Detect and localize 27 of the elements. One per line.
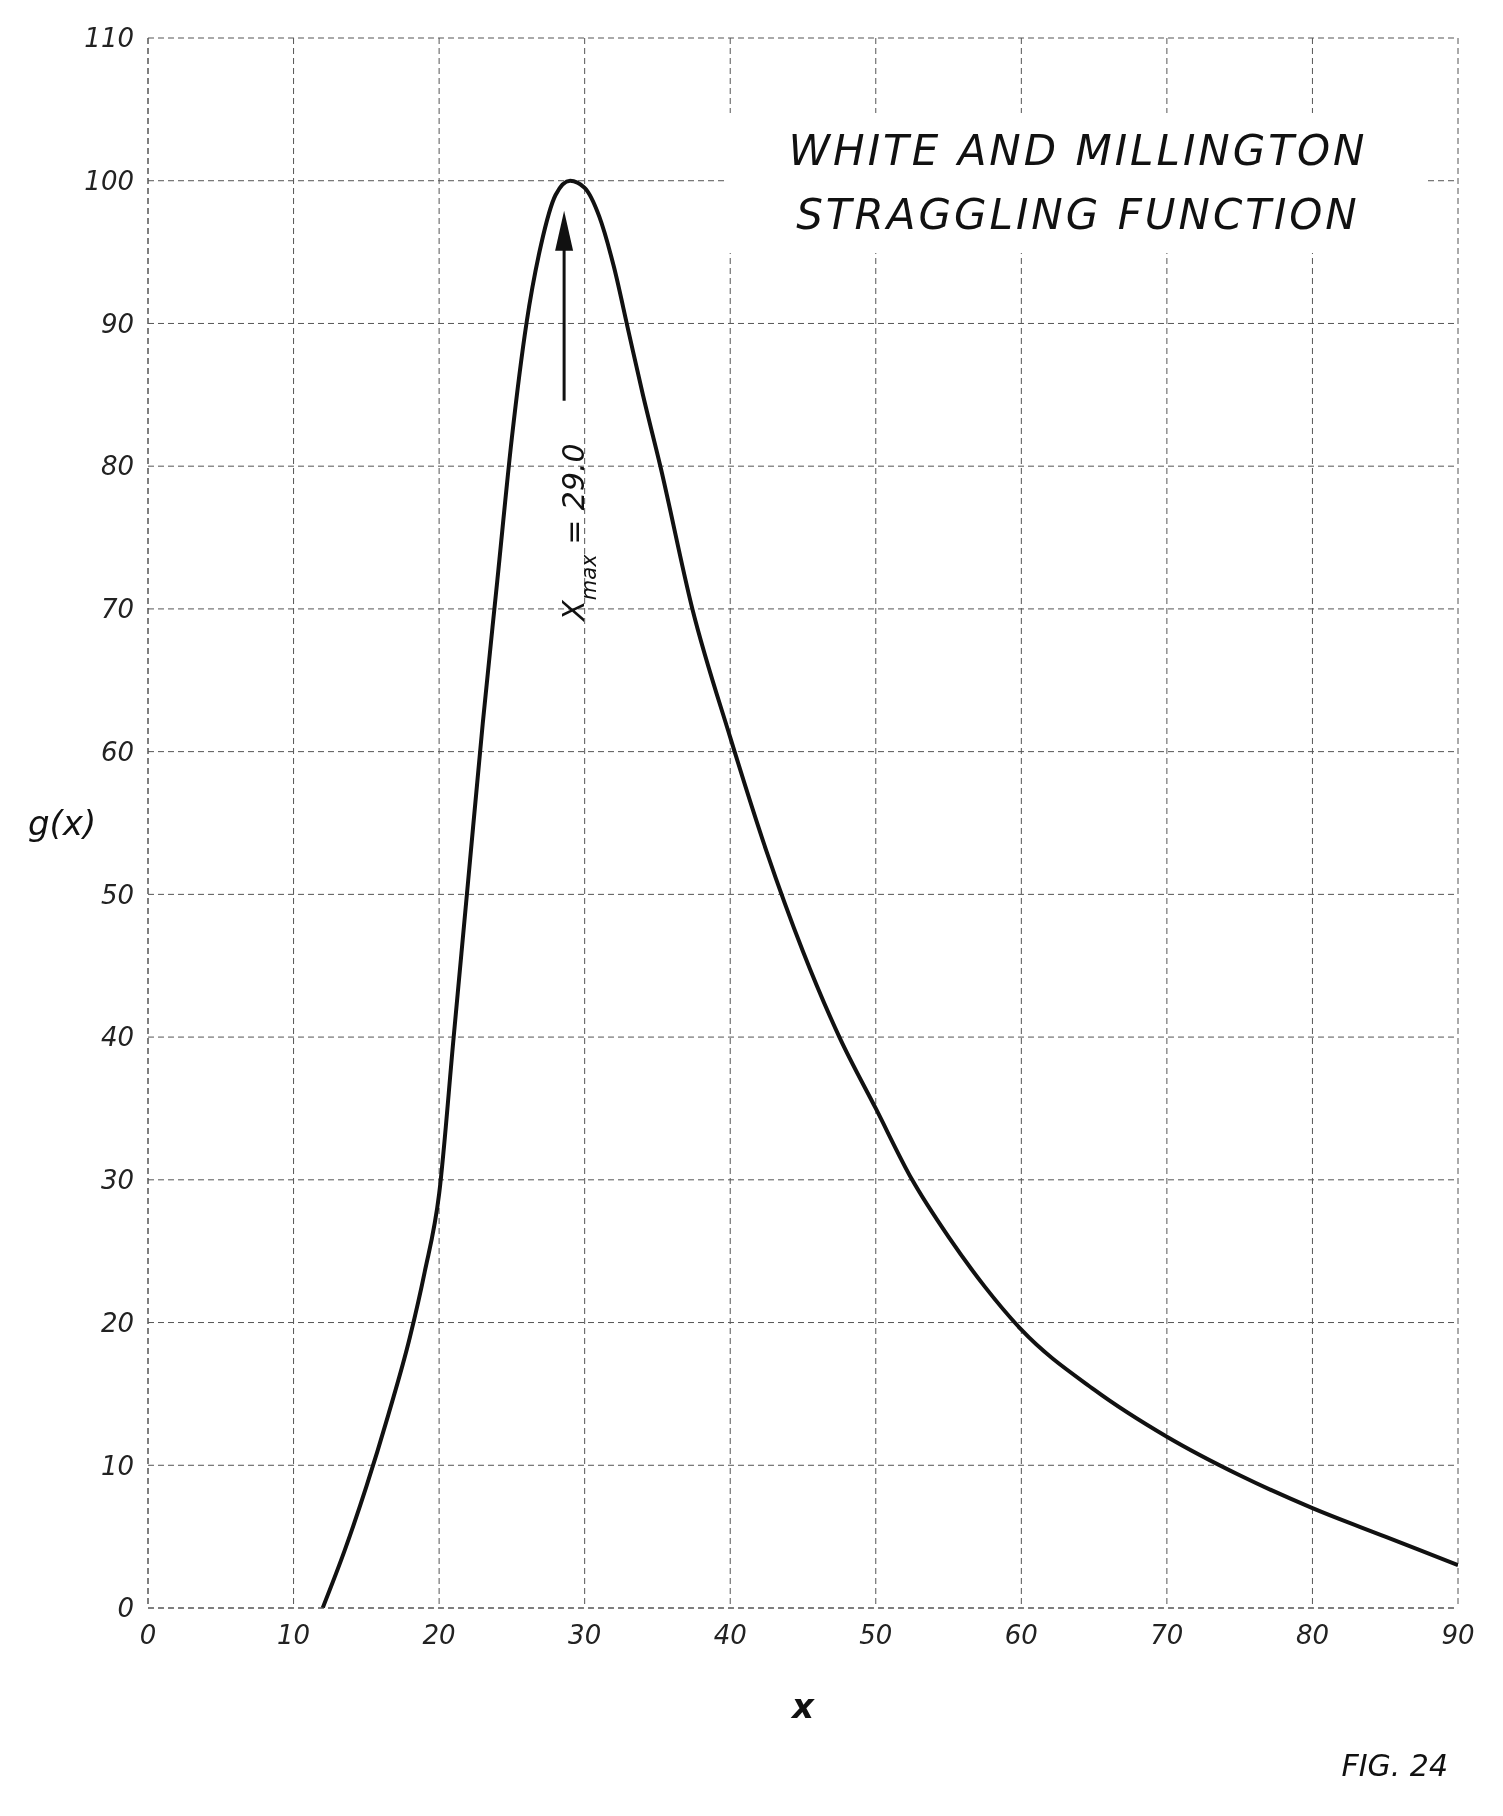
x-tick-label: 20 (422, 1620, 456, 1651)
x-tick-label: 90 (1441, 1620, 1475, 1651)
y-tick-label: 50 (100, 879, 134, 910)
x-tick-label: 40 (713, 1620, 747, 1651)
y-tick-label: 10 (100, 1450, 134, 1481)
x-tick-label: 70 (1150, 1620, 1184, 1651)
x-axis-title: x (790, 1686, 816, 1726)
x-tick-label: 0 (139, 1620, 157, 1651)
x-tick-label: 50 (859, 1620, 893, 1651)
y-tick-label: 30 (100, 1165, 134, 1196)
y-axis-title: g(x) (28, 803, 97, 844)
x-tick-label: 30 (568, 1620, 602, 1651)
x-tick-label: 60 (1004, 1620, 1038, 1651)
x-tick-label: 80 (1295, 1620, 1329, 1651)
y-tick-label: 100 (84, 165, 134, 196)
x-tick-label: 10 (277, 1620, 311, 1651)
y-tick-label: 110 (84, 23, 134, 54)
y-tick-label: 70 (100, 594, 134, 625)
y-tick-label: 80 (100, 451, 134, 482)
y-tick-label: 60 (100, 736, 134, 767)
caption: FIG. 24 (1340, 1748, 1449, 1783)
y-tick-label: 90 (100, 308, 134, 339)
y-tick-label: 0 (117, 1593, 134, 1624)
line-series (320, 178, 1458, 1608)
y-tick-label: 40 (100, 1022, 134, 1053)
text: WHITE AND MILLINGTON STRAGGLING FUNCTION (728, 113, 1428, 253)
y-tick-label: 20 (100, 1307, 134, 1338)
